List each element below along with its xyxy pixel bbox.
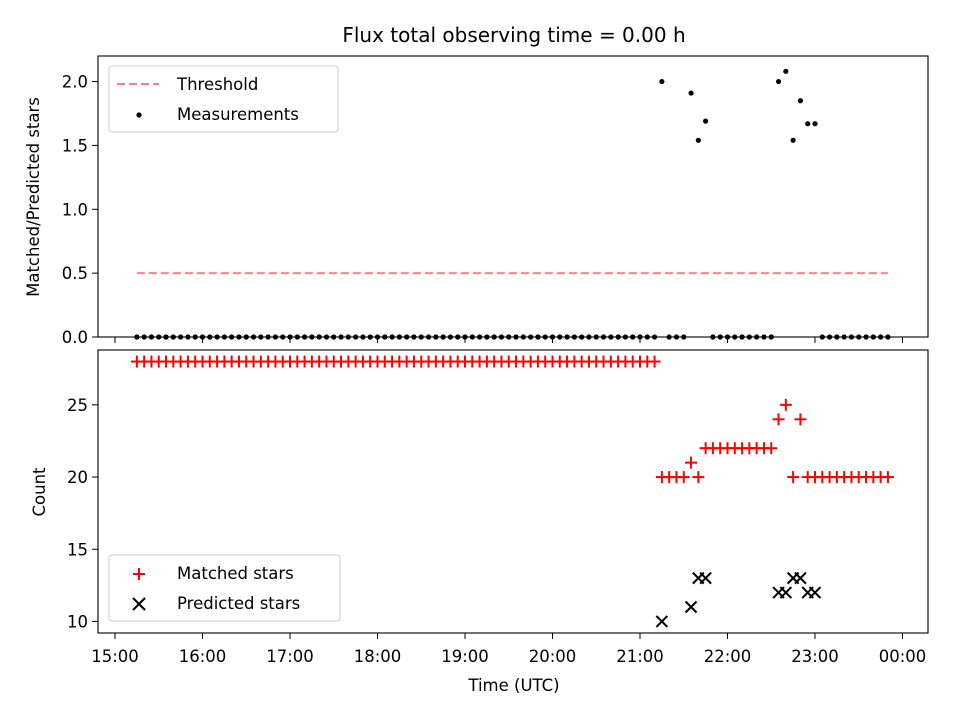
legend-matched-swatch	[133, 568, 145, 580]
bottom-y-tick-label: 25	[67, 396, 88, 415]
x-tick-label: 22:00	[704, 647, 752, 666]
x-tick-label: 18:00	[354, 647, 402, 666]
x-tick-label: 00:00	[879, 647, 927, 666]
bottom-legend: Matched stars Predicted stars	[108, 554, 341, 622]
top-y-tick-label: 0.0	[62, 328, 88, 347]
bottom-y-tick-label: 15	[67, 540, 88, 559]
top-legend: Threshold Measurements	[108, 65, 339, 133]
matched-star-marker	[677, 471, 690, 484]
predicted-star-marker	[684, 600, 698, 614]
top-y-tick-label: 0.5	[62, 264, 88, 283]
matched-star-marker	[779, 398, 792, 411]
matched-star-marker	[765, 442, 778, 455]
legend-measurements-label: Measurements	[177, 105, 299, 124]
top-y-tick-label: 1.0	[62, 200, 88, 219]
measurement-point	[695, 137, 701, 143]
x-axis-label: Time (UTC)	[467, 676, 559, 695]
legend-predicted-swatch	[132, 597, 146, 611]
predicted-star-marker	[699, 571, 712, 585]
matched-star-marker	[794, 413, 807, 426]
measurement-point	[805, 121, 811, 127]
x-tick-label: 16:00	[179, 647, 227, 666]
matched-star-marker	[685, 456, 698, 469]
legend-measurements-swatch	[136, 112, 142, 118]
top-panel: 0.00.51.01.52.0 Matched/Predicted stars …	[24, 55, 929, 347]
bottom-y-tick-label: 20	[67, 468, 88, 487]
measurement-point	[688, 90, 694, 96]
x-tick-label: 17:00	[266, 647, 314, 666]
measurement-point	[659, 78, 665, 85]
legend-matched-label: Matched stars	[177, 564, 294, 583]
matched-star-marker	[692, 471, 705, 484]
matched-star-marker	[648, 355, 661, 368]
x-tick-label: 23:00	[791, 647, 839, 666]
measurement-point	[797, 98, 804, 104]
bottom-legend-box	[108, 554, 341, 622]
x-tick-label: 19:00	[441, 647, 489, 666]
top-legend-box	[108, 65, 339, 133]
predicted-star-marker	[655, 615, 669, 628]
measurement-point	[775, 78, 782, 85]
predicted-star-marker	[808, 586, 822, 599]
chart-title: Flux total observing time = 0.00 h	[342, 23, 685, 47]
x-tick-label: 15:00	[91, 647, 139, 666]
bottom-y-tick-label: 10	[67, 612, 88, 631]
x-tick-label: 20:00	[529, 647, 577, 666]
matched-star-marker	[787, 471, 800, 484]
x-tick-label: 21:00	[616, 647, 664, 666]
legend-predicted-label: Predicted stars	[177, 594, 300, 613]
matched-star-marker	[881, 471, 894, 484]
matched-star-marker	[772, 413, 785, 426]
bottom-y-axis-label: Count	[30, 467, 49, 517]
measurement-point	[783, 68, 789, 74]
predicted-star-marker	[779, 586, 793, 599]
predicted-star-marker	[794, 571, 807, 585]
top-axes-frame	[97, 55, 929, 338]
legend-threshold-label: Threshold	[176, 75, 258, 94]
measurement-point	[703, 118, 709, 124]
top-y-tick-label: 2.0	[62, 73, 88, 92]
bottom-axes-frame	[97, 349, 929, 634]
bottom-panel: 10 15 20 25 15:00 16:00 17:00 18:00 19:00 20:00 21…	[30, 349, 929, 695]
top-y-axis-label: Matched/Predicted stars	[24, 97, 43, 297]
measurement-point	[790, 137, 796, 143]
measurement-point	[812, 121, 818, 127]
top-y-tick-label: 1.5	[62, 136, 88, 155]
